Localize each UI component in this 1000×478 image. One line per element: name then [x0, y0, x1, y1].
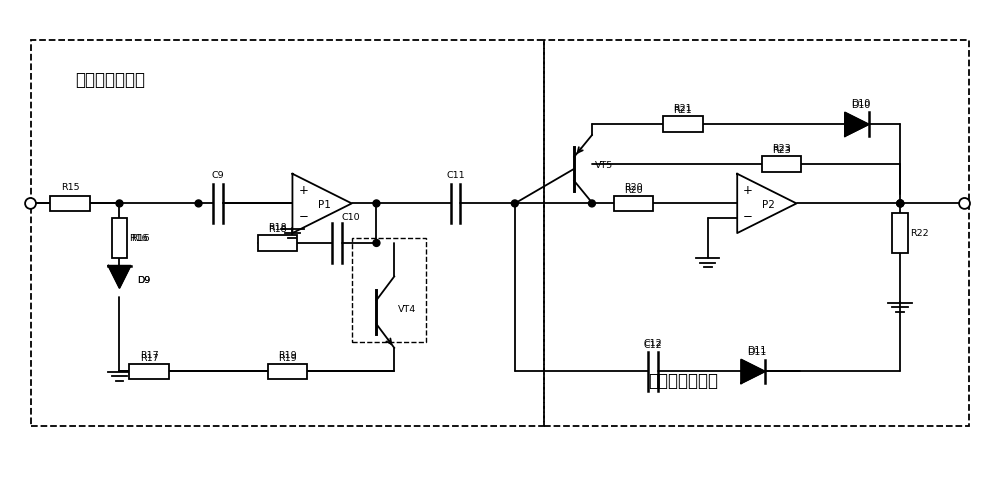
Text: R17: R17 [140, 351, 158, 360]
Text: R20: R20 [624, 185, 643, 195]
Circle shape [25, 198, 36, 209]
Circle shape [511, 200, 518, 207]
Text: D10: D10 [851, 98, 870, 108]
Text: R22: R22 [910, 228, 929, 238]
Text: R18: R18 [268, 225, 287, 234]
Text: R19: R19 [278, 354, 297, 362]
Bar [112, 218, 127, 258]
Bar [258, 235, 297, 251]
Text: C12: C12 [644, 339, 663, 348]
Text: R21: R21 [674, 104, 692, 113]
Text: R20: R20 [624, 183, 643, 192]
Text: D9: D9 [137, 276, 151, 285]
Text: C11: C11 [446, 171, 465, 180]
Text: D10: D10 [851, 101, 870, 110]
Bar [544, 40, 969, 426]
Circle shape [588, 200, 595, 207]
Bar [352, 238, 426, 342]
Bar [129, 364, 169, 380]
Polygon shape [108, 266, 131, 288]
Text: R23: R23 [772, 143, 791, 152]
Text: D9: D9 [137, 276, 151, 285]
Text: P2: P2 [762, 200, 775, 210]
Circle shape [116, 200, 123, 207]
Text: D11: D11 [747, 346, 767, 355]
Circle shape [373, 239, 380, 247]
Text: 第二阶滤波电路: 第二阶滤波电路 [648, 372, 718, 391]
Text: D11: D11 [747, 348, 767, 357]
Text: +: + [743, 184, 753, 196]
Bar [892, 213, 908, 253]
Text: R23: R23 [772, 146, 791, 155]
Text: C9: C9 [212, 171, 225, 180]
Text: VT5: VT5 [595, 162, 613, 170]
Text: R16: R16 [131, 234, 149, 242]
Circle shape [195, 200, 202, 207]
Circle shape [959, 198, 970, 209]
Bar [50, 196, 90, 211]
Text: R16: R16 [129, 234, 148, 242]
Text: VT4: VT4 [398, 304, 416, 314]
Text: R15: R15 [61, 183, 79, 192]
Text: C12: C12 [644, 341, 663, 350]
Bar [268, 364, 307, 380]
Text: R17: R17 [140, 354, 158, 362]
Bar [31, 40, 544, 426]
Bar [663, 117, 703, 132]
Circle shape [897, 200, 904, 207]
Text: +: + [298, 184, 308, 196]
Text: R21: R21 [674, 107, 692, 116]
Bar [614, 196, 653, 211]
Text: C10: C10 [342, 213, 360, 222]
Circle shape [373, 200, 380, 207]
Text: P1: P1 [318, 200, 331, 210]
Circle shape [897, 200, 904, 207]
Text: R19: R19 [278, 351, 297, 360]
Text: −: − [298, 210, 308, 223]
Text: 第一阶滤波电路: 第一阶滤波电路 [75, 71, 145, 89]
Bar [762, 156, 801, 172]
Text: R18: R18 [268, 223, 287, 231]
Polygon shape [741, 359, 765, 383]
Polygon shape [845, 112, 869, 136]
Text: −: − [743, 210, 753, 223]
Circle shape [897, 200, 904, 207]
